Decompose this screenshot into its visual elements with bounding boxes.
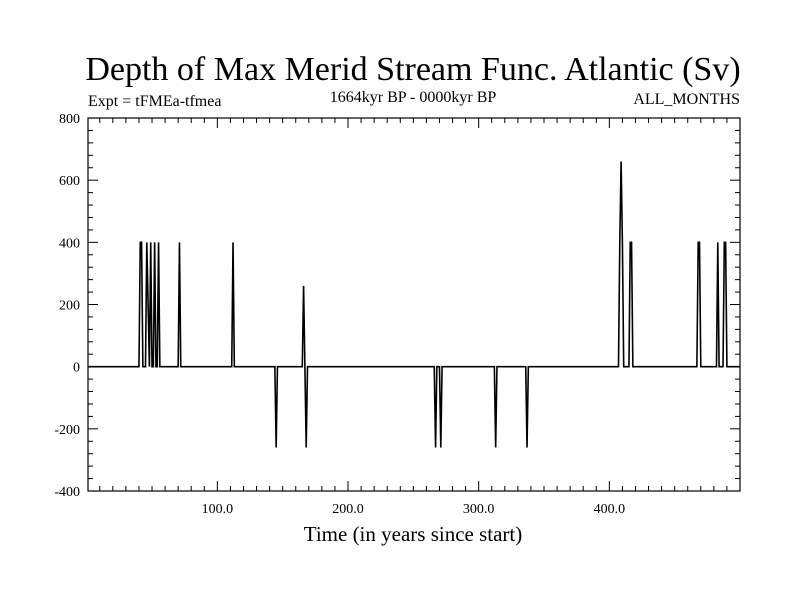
- x-axis-label: Time (in years since start): [304, 522, 523, 546]
- chart-subtitle-center: 1664kyr BP - 0000kyr BP: [330, 89, 497, 106]
- x-tick-label: 400.0: [594, 502, 626, 517]
- x-tick-label: 200.0: [332, 502, 364, 517]
- y-tick-label: 400: [59, 236, 80, 251]
- x-tick-label: 100.0: [202, 502, 234, 517]
- y-tick-label: 800: [59, 112, 80, 127]
- chart-title: Depth of Max Merid Stream Func. Atlantic…: [85, 51, 740, 88]
- plot-frame: [87, 117, 741, 492]
- data-area: [88, 161, 740, 448]
- chart-subtitle-left: Expt = tFMEa-tfmea: [88, 93, 221, 110]
- series-line-0: [88, 161, 740, 448]
- y-tick-label: -400: [54, 485, 80, 500]
- y-tick-label: 600: [59, 174, 80, 189]
- x-tick-label: 300.0: [463, 502, 495, 517]
- y-tick-label: 0: [73, 361, 80, 376]
- y-tick-label: -200: [54, 423, 80, 438]
- y-tick-label: 200: [59, 299, 80, 314]
- chart-subtitle-right: ALL_MONTHS: [633, 91, 740, 108]
